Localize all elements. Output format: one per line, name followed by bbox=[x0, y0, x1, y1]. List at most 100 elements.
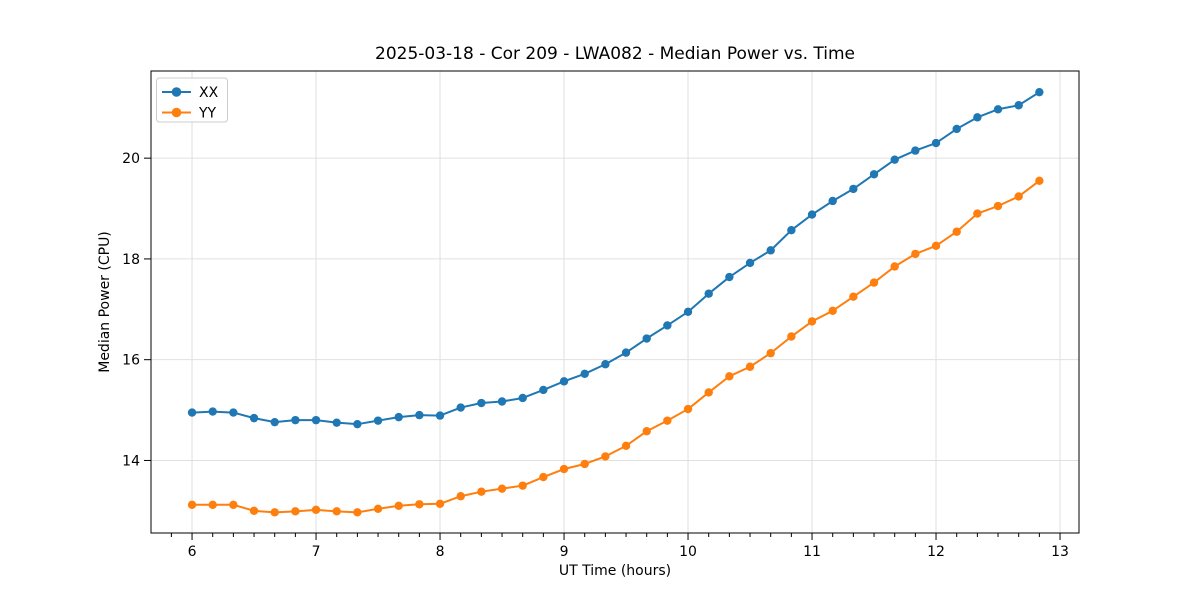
data-point-yy bbox=[952, 227, 961, 236]
data-point-xx bbox=[415, 410, 424, 420]
data-point-xx bbox=[807, 210, 817, 219]
data-point-xx bbox=[311, 415, 321, 425]
data-point-yy bbox=[332, 507, 341, 516]
data-point-xx bbox=[849, 184, 858, 194]
data-point-xx bbox=[291, 415, 300, 425]
data-point-yy bbox=[435, 499, 445, 508]
data-point-yy bbox=[539, 472, 548, 482]
x-tick-label: 6 bbox=[188, 544, 197, 560]
data-point-xx bbox=[497, 397, 507, 406]
data-point-xx bbox=[601, 360, 610, 369]
data-point-yy bbox=[704, 388, 713, 397]
data-point-xx bbox=[373, 416, 383, 425]
data-point-xx bbox=[642, 334, 651, 343]
data-point-xx bbox=[580, 369, 589, 378]
series-line-yy bbox=[191, 179, 1041, 514]
data-point-xx bbox=[394, 412, 403, 422]
data-point-yy bbox=[249, 506, 259, 516]
legend-marker-xx-icon bbox=[171, 87, 182, 97]
data-point-xx bbox=[208, 407, 217, 416]
data-point-yy bbox=[187, 500, 197, 509]
data-point-xx bbox=[993, 105, 1003, 114]
data-point-yy bbox=[311, 505, 321, 515]
legend-label-yy: YY bbox=[198, 106, 217, 122]
data-point-xx bbox=[477, 398, 486, 408]
data-point-xx bbox=[270, 417, 279, 427]
data-point-xx bbox=[187, 408, 197, 417]
grid-lines bbox=[151, 71, 1079, 533]
data-point-xx bbox=[229, 408, 238, 417]
data-point-yy bbox=[931, 241, 941, 251]
data-point-xx bbox=[435, 411, 445, 420]
data-point-yy bbox=[849, 292, 858, 301]
data-point-xx bbox=[663, 321, 672, 330]
chart-title: 2025-03-18 - Cor 209 - LWA082 - Median P… bbox=[375, 44, 855, 64]
data-point-yy bbox=[1035, 176, 1044, 186]
data-point-xx bbox=[766, 246, 775, 255]
data-point-xx bbox=[518, 393, 527, 403]
data-point-yy bbox=[911, 249, 920, 259]
x-tick-label: 13 bbox=[1051, 544, 1069, 560]
legend-label-xx: XX bbox=[199, 85, 219, 101]
data-point-yy bbox=[745, 362, 755, 371]
data-point-yy bbox=[683, 404, 693, 414]
data-point-yy bbox=[601, 452, 610, 461]
data-point-xx bbox=[559, 377, 569, 386]
data-point-yy bbox=[353, 508, 362, 517]
data-point-xx bbox=[890, 155, 899, 164]
data-point-yy bbox=[725, 372, 734, 381]
data-point-yy bbox=[807, 317, 817, 326]
data-point-yy bbox=[208, 500, 217, 509]
data-point-yy bbox=[229, 500, 238, 509]
data-point-yy bbox=[415, 500, 424, 509]
data-point-xx bbox=[704, 289, 713, 298]
data-point-yy bbox=[559, 464, 569, 474]
data-point-yy bbox=[973, 209, 982, 218]
data-point-yy bbox=[394, 501, 403, 510]
data-point-xx bbox=[869, 170, 879, 179]
data-point-yy bbox=[497, 484, 507, 493]
data-point-yy bbox=[270, 508, 279, 517]
data-point-xx bbox=[683, 307, 693, 317]
data-point-xx bbox=[787, 226, 796, 235]
series-line-xx bbox=[191, 91, 1041, 426]
x-tick-label: 9 bbox=[560, 544, 569, 560]
data-point-yy bbox=[518, 481, 527, 490]
data-point-xx bbox=[332, 418, 341, 427]
data-point-yy bbox=[621, 441, 631, 451]
legend-marker-yy-icon bbox=[171, 107, 182, 118]
data-point-xx bbox=[539, 385, 548, 395]
data-point-xx bbox=[456, 403, 465, 412]
data-point-yy bbox=[828, 306, 837, 316]
data-point-xx bbox=[353, 419, 362, 429]
data-point-yy bbox=[477, 487, 486, 496]
legend: XX YY bbox=[156, 77, 228, 123]
y-tick-label: 20 bbox=[122, 151, 140, 167]
y-tick-label: 14 bbox=[122, 453, 140, 469]
data-point-yy bbox=[580, 459, 589, 469]
data-point-xx bbox=[828, 196, 837, 206]
data-point-xx bbox=[621, 348, 631, 357]
data-point-xx bbox=[931, 138, 941, 148]
data-point-yy bbox=[766, 348, 775, 358]
x-axis-label: UT Time (hours) bbox=[559, 563, 671, 579]
x-tick-label: 11 bbox=[803, 544, 821, 560]
data-point-yy bbox=[787, 332, 796, 341]
axis-ticks: 6 7 8 9 10 11 12 13 14 16 18 20 bbox=[122, 151, 1069, 560]
x-tick-label: 7 bbox=[312, 544, 321, 560]
y-tick-label: 16 bbox=[122, 353, 140, 369]
y-axis-label: Median Power (CPU) bbox=[97, 231, 113, 373]
data-point-xx bbox=[745, 258, 755, 268]
data-point-xx bbox=[952, 124, 961, 134]
data-point-xx bbox=[1035, 87, 1044, 97]
data-point-yy bbox=[373, 504, 383, 514]
data-point-xx bbox=[725, 272, 734, 282]
data-point-yy bbox=[1014, 192, 1023, 201]
data-point-yy bbox=[642, 427, 651, 436]
data-point-xx bbox=[1014, 101, 1023, 110]
x-tick-label: 12 bbox=[927, 544, 945, 560]
data-point-yy bbox=[993, 201, 1003, 211]
plot-border bbox=[150, 70, 1080, 534]
